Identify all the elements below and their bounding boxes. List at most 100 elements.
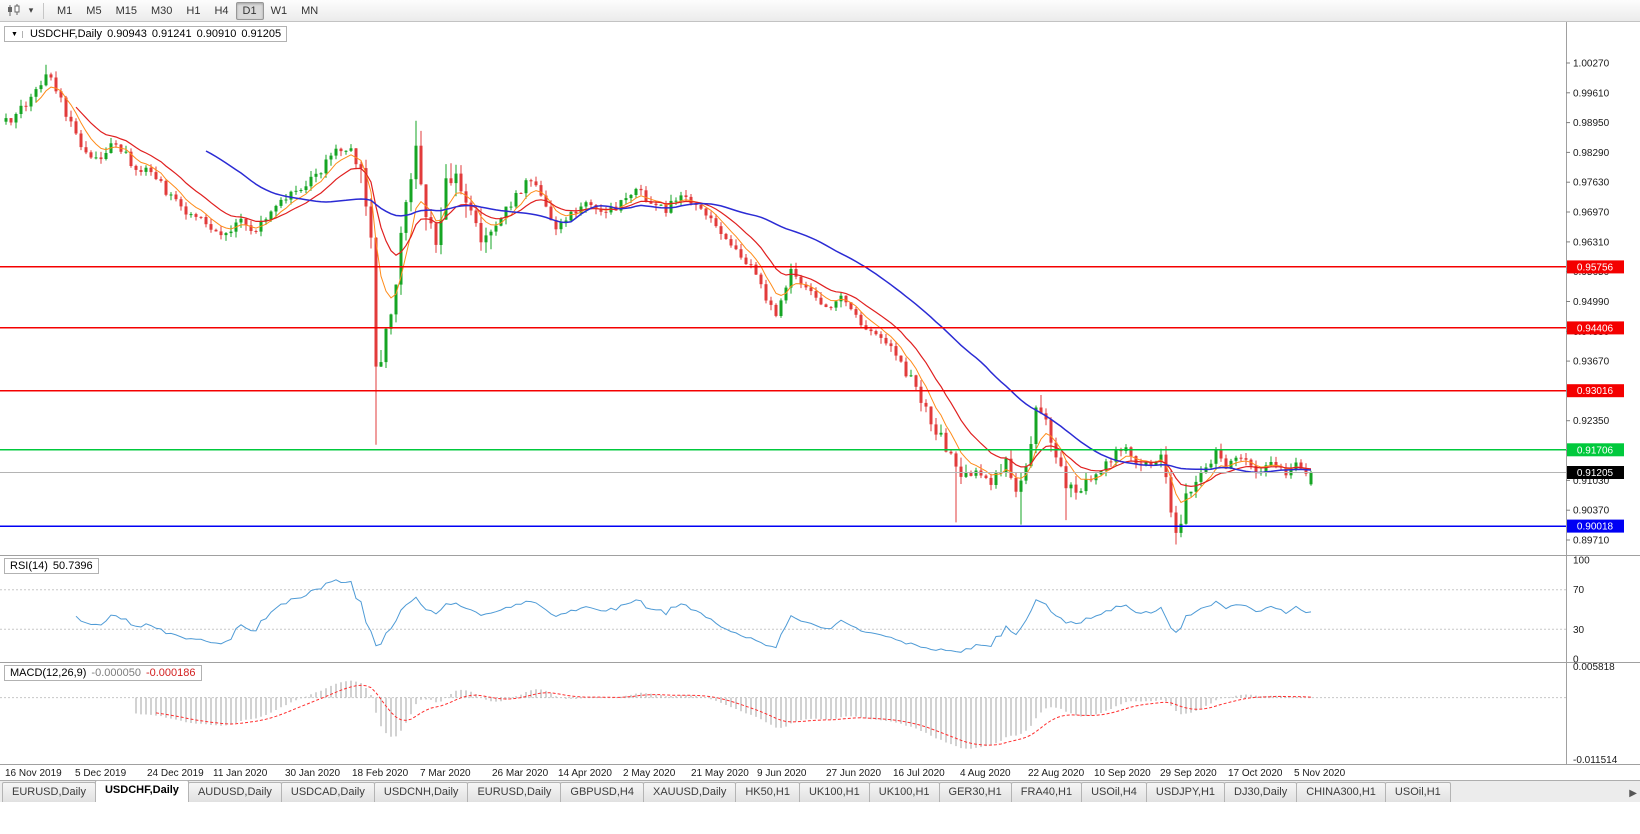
- candle-body: [869, 329, 873, 332]
- candle-body: [324, 159, 328, 174]
- chart-tab-uk100-h1[interactable]: UK100,H1: [798, 782, 870, 802]
- date-label: 26 Mar 2020: [492, 768, 549, 779]
- chart-tab-hk50-h1[interactable]: HK50,H1: [735, 782, 800, 802]
- candle-body: [59, 91, 63, 98]
- candle-body: [424, 184, 428, 218]
- chart-tabbar: EURUSD,Daily USDCHF,Daily AUDUSD,Daily USDC…: [0, 780, 1640, 802]
- ohlc-close: 0.91205: [241, 28, 282, 40]
- price-level-tag[interactable]: 0.95756: [1567, 260, 1624, 274]
- candle-body: [1294, 462, 1298, 470]
- candle-body: [814, 291, 818, 298]
- candle-body: [464, 191, 468, 203]
- candle-body: [824, 304, 828, 307]
- date-label: 21 May 2020: [691, 768, 749, 779]
- chart-tab-usdcnh-daily[interactable]: USDCNH,Daily: [373, 782, 469, 802]
- candle-body: [1189, 491, 1193, 494]
- timeframe-button-mn[interactable]: MN: [301, 4, 319, 17]
- candle-body: [1084, 479, 1088, 492]
- candle-body: [1059, 457, 1063, 467]
- price-level-tag[interactable]: 0.94406: [1567, 321, 1624, 335]
- candle-body: [569, 211, 573, 221]
- svg-text:0.91205: 0.91205: [1577, 468, 1614, 479]
- axis-tick-label: 0.89710: [1573, 536, 1610, 547]
- timeframe-button-m15[interactable]: M15: [115, 4, 137, 17]
- candle-body: [559, 222, 563, 230]
- candle-body: [1094, 474, 1098, 481]
- candle-body: [889, 343, 893, 347]
- rsi-name: RSI(14): [10, 560, 48, 572]
- chart-window[interactable]: 1.00270 0.99610 0.98950 0.98290 0.97630 0.969…: [0, 22, 1640, 780]
- chart-tab-xauusd-daily[interactable]: XAUUSD,Daily: [642, 782, 737, 802]
- candle-body: [1214, 449, 1218, 464]
- candle-body: [404, 202, 408, 233]
- chart-tab-fra40-h1[interactable]: FRA40,H1: [1010, 782, 1083, 802]
- moving-average-line-40: [205, 150, 1312, 474]
- candle-body: [14, 114, 18, 123]
- timeframe-button-m30[interactable]: M30: [150, 4, 173, 17]
- chart-title-box: ▼ USDCHF,Daily 0.90943 0.91241 0.90910 0…: [4, 26, 288, 42]
- price-level-tag[interactable]: 0.93016: [1567, 384, 1624, 398]
- tab-scroll-right-icon[interactable]: ▶: [1629, 788, 1637, 799]
- timeframe-button-m5[interactable]: M5: [86, 4, 102, 17]
- caret-down-icon[interactable]: ▾: [28, 5, 34, 15]
- chart-type-icon[interactable]: [4, 2, 24, 20]
- rsi-level-label: 30: [1573, 625, 1585, 636]
- candle-body: [29, 96, 33, 107]
- candle-body: [534, 181, 538, 186]
- axis-tick-label: 0.98950: [1573, 118, 1610, 129]
- date-label: 29 Sep 2020: [1160, 768, 1217, 779]
- candle-body: [1004, 458, 1008, 473]
- timeframe-button-d1[interactable]: D1: [235, 1, 264, 20]
- candle-body: [1024, 466, 1028, 481]
- chart-tab-ger30-h1[interactable]: GER30,H1: [938, 782, 1012, 802]
- symbol-dropdown-icon[interactable]: ▼: [10, 30, 23, 38]
- timeframe-button-h1[interactable]: H1: [186, 4, 201, 17]
- chart-tab-gbpusd-h4[interactable]: GBPUSD,H4: [560, 782, 644, 802]
- chart-tab-eurusd-daily[interactable]: EURUSD,Daily: [467, 782, 562, 802]
- svg-text:0.90018: 0.90018: [1577, 522, 1614, 533]
- candle-body: [644, 190, 648, 202]
- candle-body: [124, 151, 128, 153]
- macd-scale-top-label: 0.005818: [1573, 662, 1615, 673]
- chart-tab-usoil-h4[interactable]: USOil,H4: [1081, 782, 1147, 802]
- candle-body: [174, 194, 178, 200]
- candle-body: [399, 232, 403, 285]
- candle-body: [754, 264, 758, 275]
- chart-tab-china300-h1[interactable]: CHINA300,H1: [1296, 782, 1386, 802]
- candle-body: [154, 172, 158, 180]
- candle-body: [1254, 465, 1258, 473]
- price-level-tag[interactable]: 0.91706: [1567, 443, 1624, 457]
- candle-body: [114, 143, 118, 145]
- candle-body: [634, 188, 638, 195]
- price-level-tag[interactable]: 0.90018: [1567, 519, 1624, 533]
- candle-body: [939, 432, 943, 435]
- candle-body: [299, 190, 303, 191]
- candle-body: [364, 168, 368, 207]
- chart-canvas[interactable]: 1.00270 0.99610 0.98950 0.98290 0.97630 0.969…: [0, 22, 1640, 780]
- timeframe-button-w1[interactable]: W1: [270, 4, 288, 17]
- chart-tab-dj30-daily[interactable]: DJ30,Daily: [1224, 782, 1298, 802]
- chart-tab-eurusd-daily[interactable]: EURUSD,Daily: [2, 782, 96, 802]
- candle-body: [1064, 466, 1068, 489]
- timeframe-button-h4[interactable]: H4: [214, 4, 229, 17]
- candle-body: [269, 211, 273, 220]
- candle-body: [564, 220, 568, 223]
- chart-tab-usoil-h1[interactable]: USOil,H1: [1384, 782, 1451, 802]
- candle-body: [344, 150, 348, 152]
- candle-body: [264, 219, 268, 222]
- candle-body: [859, 314, 863, 326]
- candle-body: [844, 295, 848, 303]
- chart-tab-uk100-h1[interactable]: UK100,H1: [868, 782, 940, 802]
- candle-body: [719, 226, 723, 234]
- candle-body: [314, 173, 318, 177]
- chart-tab-usdchf-daily[interactable]: USDCHF,Daily: [94, 780, 189, 802]
- candle-body: [699, 205, 703, 209]
- date-label: 16 Nov 2019: [5, 768, 62, 779]
- rsi-level-label: 0: [1573, 655, 1579, 666]
- timeframe-button-m1[interactable]: M1: [57, 4, 73, 17]
- chart-tab-audusd-daily[interactable]: AUDUSD,Daily: [187, 782, 282, 802]
- chart-tab-usdjpy-h1[interactable]: USDJPY,H1: [1145, 782, 1226, 802]
- chart-tab-usdcad-daily[interactable]: USDCAD,Daily: [280, 782, 375, 802]
- current-price-tag[interactable]: 0.91205: [1567, 466, 1624, 479]
- candle-body: [499, 218, 503, 226]
